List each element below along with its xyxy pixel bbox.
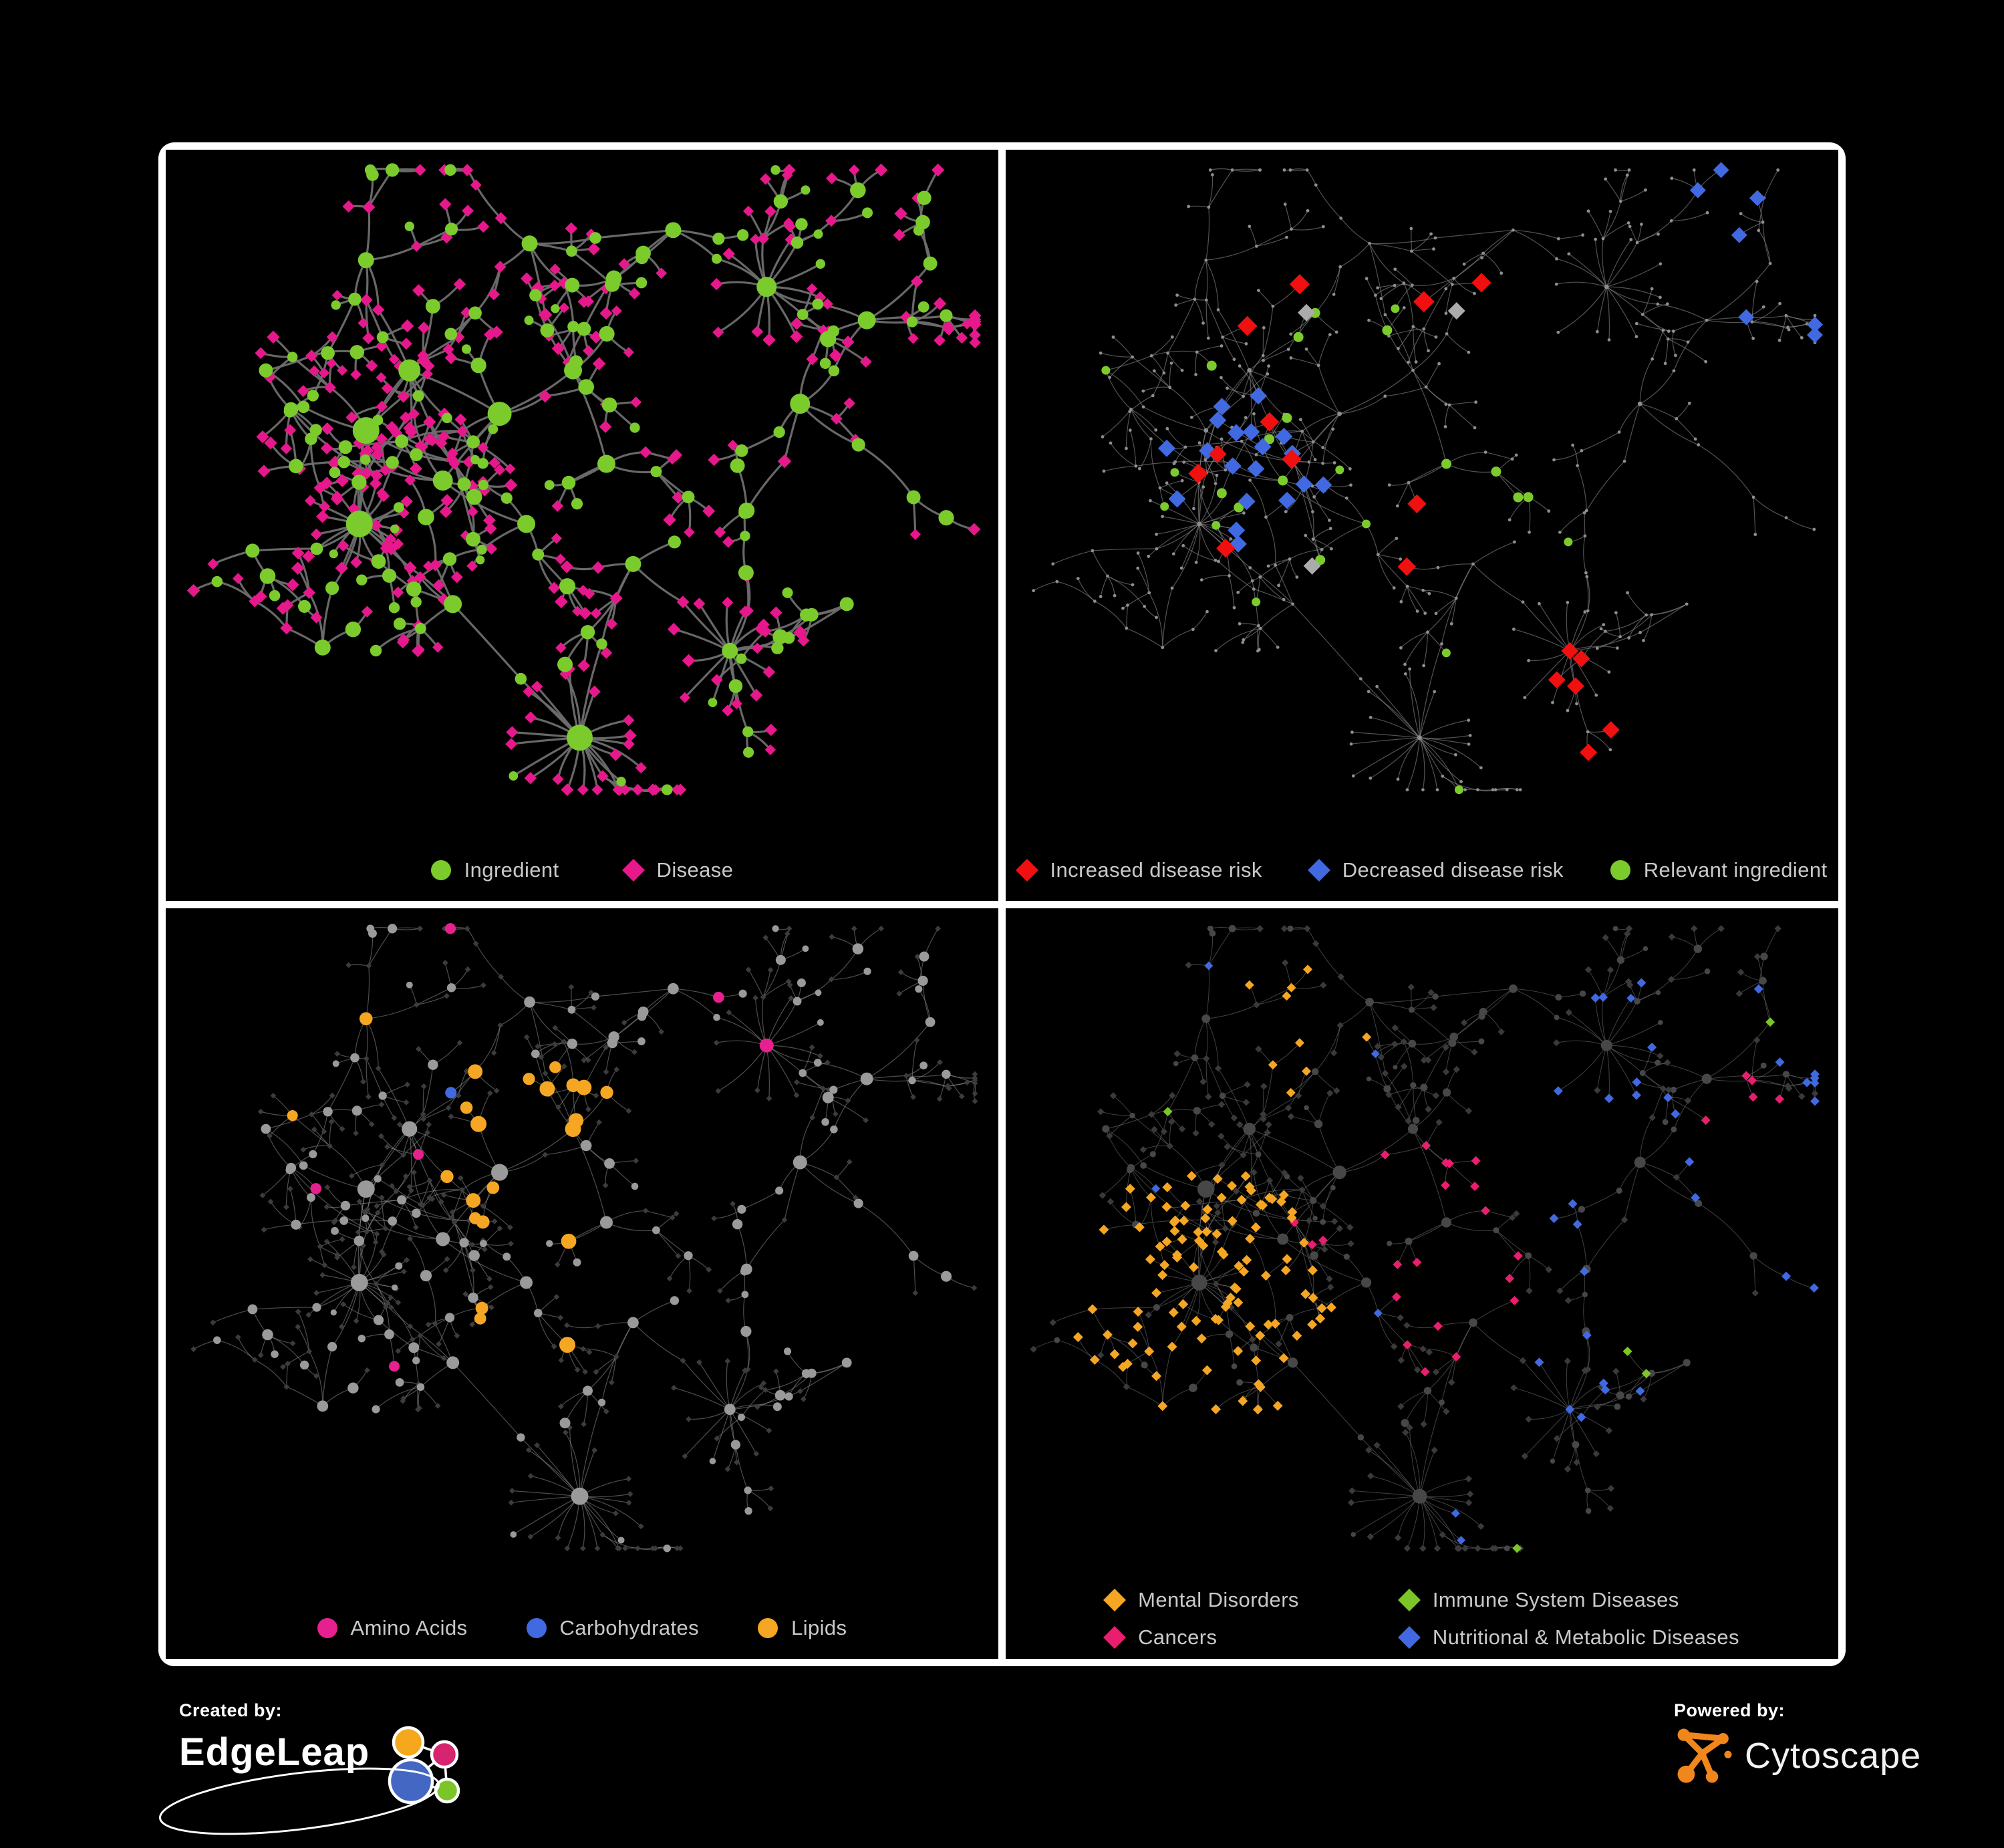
figure-page: { "page": { "background": "#000000", "fr… (158, 142, 1921, 1835)
legend-disease-categories: Mental Disorders Immune System Diseases Ca… (1006, 1588, 1838, 1649)
powered-by-block: Powered by: Cytoscape (1674, 1700, 1921, 1787)
legend-macronutrients: Amino Acids Carbohydrates Lipids (166, 1616, 998, 1640)
legend-diamond-marker (1103, 1589, 1127, 1611)
panel-disease-risk: Increased disease risk Decreased disease … (1006, 150, 1838, 901)
panel-disease-categories: Mental Disorders Immune System Diseases Ca… (1006, 908, 1838, 1659)
legend-diamond-marker (1103, 1626, 1127, 1649)
legend-diamond-marker (1397, 1589, 1421, 1611)
network-graph-disease-categories (1030, 924, 1820, 1553)
figure-grid: Ingredient Disease Increased disease risk… (158, 142, 1846, 1666)
network-graph-ingredient-disease (186, 163, 982, 797)
legend-label: Carbohydrates (559, 1616, 700, 1639)
legend-item: Amino Acids (317, 1616, 468, 1640)
legend-ingredient-disease: Ingredient Disease (166, 858, 998, 882)
legend-circle-marker (317, 1618, 337, 1638)
legend-circle-marker (430, 860, 451, 880)
legend-item: Increased disease risk (1015, 857, 1262, 882)
legend-item: Disease (621, 857, 734, 882)
legend-label: Increased disease risk (1050, 857, 1262, 882)
edgeleap-wordmark: EdgeLeap (179, 1730, 370, 1774)
created-by-label: Created by: (179, 1700, 283, 1720)
legend-label: Nutritional & Metabolic Diseases (1432, 1625, 1739, 1649)
legend-label: Cancers (1138, 1625, 1218, 1649)
cytoscape-wordmark: Cytoscape (1745, 1736, 1922, 1776)
edgeleap-logo-icon (388, 1726, 460, 1805)
legend-circle-marker (758, 1618, 778, 1638)
legend-label: Relevant ingredient (1643, 857, 1828, 882)
legend-item: Carbohydrates (526, 1616, 700, 1640)
legend-diamond-marker (1397, 1626, 1421, 1649)
panel-macronutrients: Amino Acids Carbohydrates Lipids (166, 908, 998, 1659)
legend-label: Ingredient (464, 857, 559, 882)
legend-circle-marker (1610, 860, 1630, 880)
legend-item: Lipids (758, 1616, 847, 1640)
legend-label: Immune System Diseases (1432, 1588, 1679, 1611)
created-by-block: Created by: EdgeLeap (159, 1700, 474, 1835)
network-graph-macronutrients (190, 922, 978, 1552)
legend-label: Decreased disease risk (1342, 857, 1564, 882)
powered-by-label: Powered by: (1674, 1700, 1785, 1720)
legend-diamond-marker (1307, 858, 1330, 882)
legend-item: Ingredient (430, 857, 559, 882)
network-graph-disease-risk (1032, 162, 1824, 795)
legend-diamond-marker (1015, 858, 1038, 882)
legend-disease-risk: Increased disease risk Decreased disease … (1006, 858, 1838, 882)
legend-label: Mental Disorders (1138, 1588, 1299, 1611)
cytoscape-logo-icon (1677, 1728, 1732, 1783)
legend-diamond-marker (621, 858, 645, 882)
legend-label: Amino Acids (350, 1616, 468, 1639)
legend-item: Cancers (1103, 1625, 1299, 1649)
legend-item: Nutritional & Metabolic Diseases (1397, 1625, 1739, 1649)
legend-circle-marker (526, 1618, 547, 1638)
legend-item: Relevant ingredient (1610, 858, 1828, 882)
legend-label: Disease (656, 857, 734, 882)
legend-label: Lipids (791, 1616, 847, 1639)
legend-item: Decreased disease risk (1307, 857, 1564, 882)
legend-item: Mental Disorders (1103, 1588, 1299, 1612)
panel-ingredient-disease: Ingredient Disease (166, 150, 998, 901)
legend-item: Immune System Diseases (1397, 1588, 1739, 1612)
